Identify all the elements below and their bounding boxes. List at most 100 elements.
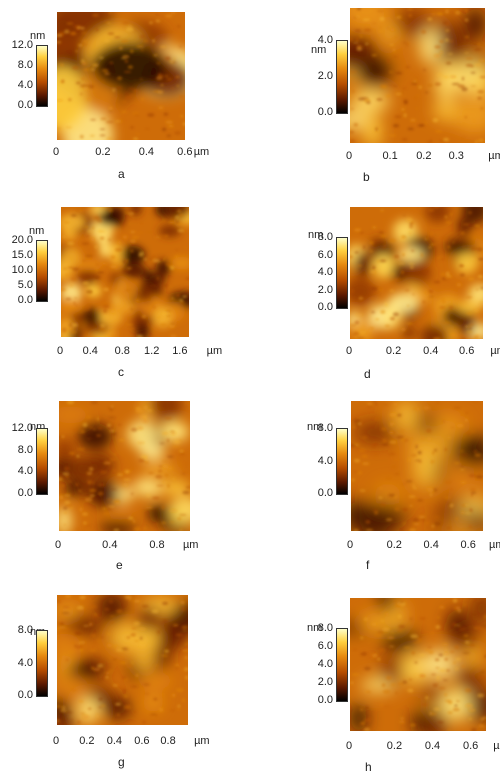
x-axis-tick-label: 0.4 <box>138 146 155 158</box>
panel-label: b <box>363 170 370 184</box>
x-axis-unit: µm <box>194 735 210 747</box>
x-axis-tick-label: 0 <box>53 146 60 158</box>
afm-panel-h: nm8.0 6.0 4.0 2.0 0.0 0 0.2 0.4 0.6 µm h <box>250 590 500 780</box>
x-axis-tick-label: 0 <box>57 345 64 357</box>
x-axis-tick-label: 0.4 <box>423 539 439 551</box>
colorbar-unit: nm <box>307 622 323 634</box>
colorbar-tick-label: 2.0 <box>317 676 333 688</box>
colorbar-unit: nm <box>311 44 327 56</box>
x-axis-unit: µm <box>490 345 500 357</box>
afm-height-image <box>350 8 485 143</box>
colorbar-tick-label: 4.0 <box>17 79 33 91</box>
x-axis-tick-label: 0.6 <box>134 735 150 747</box>
colorbar-tick-label: 0.0 <box>317 694 333 706</box>
colorbar-unit: nm <box>29 225 45 237</box>
x-axis-tick-label: 0.8 <box>114 345 130 357</box>
x-axis-unit: µm <box>182 539 199 551</box>
colorbar-tick-label: 20.0 <box>11 234 33 246</box>
afm-height-image <box>57 12 185 140</box>
afm-height-image <box>350 598 486 731</box>
afm-panel-a: nm 12.0 8.0 4.0 0.0 0 0.2 0.4 0.6 µm a <box>0 0 250 190</box>
colorbar <box>36 240 48 302</box>
colorbar-tick-label: 0.0 <box>17 487 33 499</box>
colorbar-tick-label: 6.0 <box>317 248 333 261</box>
panel-label: h <box>365 760 372 774</box>
x-axis-tick-label: 0.4 <box>423 345 439 357</box>
afm-height-image <box>57 595 188 725</box>
colorbar-tick-label: 4.0 <box>317 454 333 467</box>
afm-panel-f: nm 8.0 4.0 0.0 0 0.2 0.4 0.6 µm f <box>250 393 500 583</box>
colorbar-unit: nm <box>30 30 46 42</box>
panel-label: f <box>366 558 370 572</box>
afm-height-image <box>61 207 189 337</box>
x-axis-tick-label: 0.6 <box>462 740 479 752</box>
colorbar-tick-label: 15.0 <box>11 249 33 261</box>
x-axis-tick-label: 0 <box>346 740 353 752</box>
panel-label: g <box>118 755 125 769</box>
colorbar-tick-label: 4.0 <box>17 656 33 669</box>
colorbar-tick-label: 0.0 <box>17 294 33 306</box>
colorbar-tick-label: 0.0 <box>17 99 33 111</box>
x-axis-unit: µm <box>489 539 500 551</box>
afm-height-image <box>350 207 483 339</box>
x-axis-tick-label: 0.4 <box>82 345 98 357</box>
x-axis-tick-label: 0.2 <box>386 539 402 551</box>
afm-height-image <box>351 401 483 531</box>
panel-label: d <box>364 367 371 381</box>
x-axis-tick-label: 0 <box>53 735 60 747</box>
x-axis-tick-label: 0.4 <box>106 735 122 747</box>
x-axis-tick-label: 1.2 <box>144 345 160 357</box>
x-axis-tick-label: 0.4 <box>424 740 441 752</box>
colorbar-tick-label: 0.0 <box>317 106 333 118</box>
colorbar-tick-label: 12.0 <box>11 39 33 51</box>
x-axis-tick-label: 0.6 <box>460 539 476 551</box>
x-axis-unit: µm <box>493 740 500 752</box>
colorbar-tick-label: 8.0 <box>17 443 33 456</box>
x-axis-tick-label: 0.8 <box>160 735 176 747</box>
colorbar-tick-label: 2.0 <box>317 70 333 82</box>
x-axis-tick-label: 0 <box>55 539 62 551</box>
x-axis-tick-label: 0 <box>347 539 354 551</box>
colorbar-tick-label: 0.0 <box>317 487 333 499</box>
colorbar-tick-label: 10.0 <box>11 264 33 276</box>
colorbar-unit: nm <box>308 229 324 241</box>
colorbar-tick-label: 8.0 <box>317 622 333 634</box>
x-axis-tick-label: 0.2 <box>385 345 402 357</box>
afm-panel-c: nm 20.0 15.0 10.0 5.0 0.0 0 0.4 0.8 1.2 1.6 µm c <box>0 195 250 385</box>
colorbar-tick-label: 4.0 <box>317 34 333 46</box>
x-axis-tick-label: 0.2 <box>416 150 432 162</box>
colorbar <box>36 428 48 495</box>
colorbar-tick-label: 4.0 <box>17 465 33 478</box>
afm-panel-d: nm8.0 6.0 4.0 2.0 0.0 0 0.2 0.4 0.6 µm d <box>250 195 500 385</box>
colorbar-tick-label: 0.0 <box>17 689 33 701</box>
x-axis-tick-label: 0.2 <box>95 146 111 158</box>
x-axis-tick-label: 0.8 <box>149 539 165 551</box>
colorbar <box>336 428 348 495</box>
colorbar <box>336 40 348 114</box>
colorbar-unit: nm <box>307 421 323 433</box>
colorbar-tick-label: 8.0 <box>17 59 33 71</box>
x-axis-tick-label: 0.3 <box>448 150 464 162</box>
x-axis-tick-label: 0.4 <box>102 539 118 551</box>
x-axis-tick-label: 0.6 <box>177 146 193 158</box>
colorbar-tick-label: 8.0 <box>17 624 33 636</box>
panel-label: a <box>118 167 125 181</box>
x-axis-tick-label: 0.6 <box>459 345 475 357</box>
x-axis-unit: µm <box>193 146 210 158</box>
colorbar <box>336 237 348 309</box>
colorbar-tick-label: 4.0 <box>317 266 333 278</box>
panel-label: e <box>116 558 123 572</box>
colorbar-tick-label: 8.0 <box>317 422 333 434</box>
afm-panel-b: nm 4.0 2.0 0.0 0 0.1 0.2 0.3 µm b <box>250 0 500 190</box>
colorbar <box>336 628 348 702</box>
x-axis-tick-label: 0 <box>346 345 353 357</box>
x-axis-tick-label: 1.6 <box>172 345 188 357</box>
x-axis-tick-label: 0 <box>346 150 353 162</box>
afm-panel-e: nm 12.0 8.0 4.0 0.0 0 0.4 0.8 µm e <box>0 393 250 583</box>
colorbar-tick-label: 0.0 <box>317 301 333 313</box>
colorbar-tick-label: 2.0 <box>317 283 333 296</box>
colorbar-tick-label: 12.0 <box>11 422 33 434</box>
afm-height-image <box>59 401 190 531</box>
x-axis-unit: µm <box>206 345 223 357</box>
